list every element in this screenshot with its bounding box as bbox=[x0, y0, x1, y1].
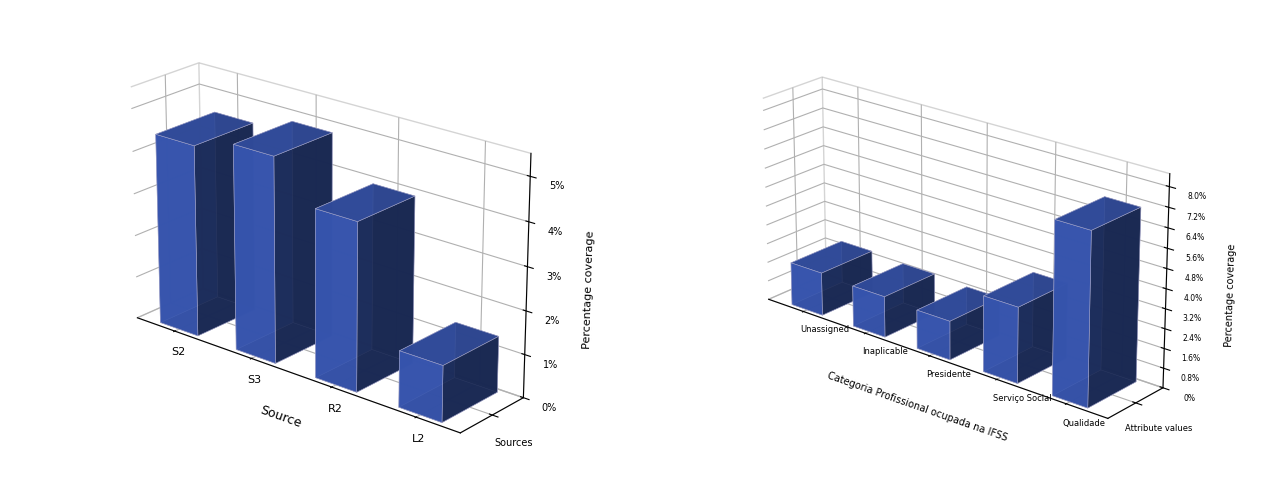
X-axis label: Categoria Profissional ocupada na IFSS: Categoria Profissional ocupada na IFSS bbox=[826, 371, 1009, 443]
X-axis label: Source: Source bbox=[258, 403, 303, 430]
